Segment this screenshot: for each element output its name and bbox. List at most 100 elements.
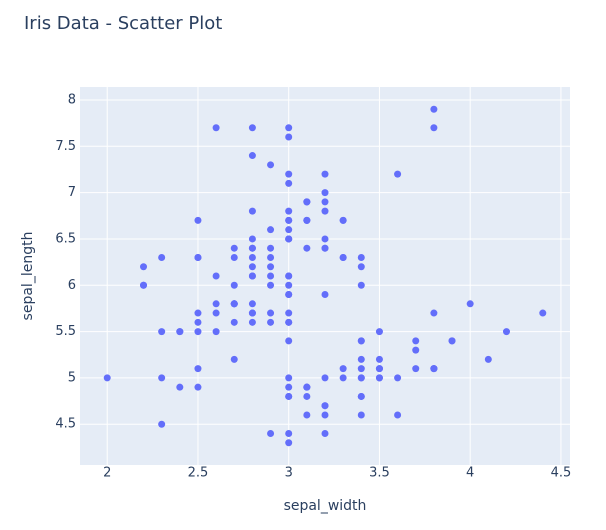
point xyxy=(321,402,329,410)
point xyxy=(285,226,293,234)
point xyxy=(212,328,220,336)
point xyxy=(285,216,293,224)
point xyxy=(357,263,365,271)
point xyxy=(230,244,238,252)
point xyxy=(194,309,202,317)
point xyxy=(267,309,275,317)
point xyxy=(212,124,220,132)
y-tick-label: 7 xyxy=(68,185,76,200)
point xyxy=(267,226,275,234)
point xyxy=(285,439,293,447)
point xyxy=(357,281,365,289)
point xyxy=(375,374,383,382)
point xyxy=(357,365,365,373)
x-axis-title: sepal_width xyxy=(284,498,367,514)
x-tick-label: 3 xyxy=(285,466,293,481)
point xyxy=(158,328,166,336)
point xyxy=(248,235,256,243)
point xyxy=(321,291,329,299)
point xyxy=(248,318,256,326)
point xyxy=(357,374,365,382)
point xyxy=(158,420,166,428)
point xyxy=(412,337,420,345)
point xyxy=(339,216,347,224)
point xyxy=(394,374,402,382)
y-tick-label: 6.5 xyxy=(55,231,76,246)
point xyxy=(248,309,256,317)
point xyxy=(394,411,402,419)
point xyxy=(248,244,256,252)
point xyxy=(267,263,275,271)
point xyxy=(430,124,438,132)
point xyxy=(285,281,293,289)
point xyxy=(248,263,256,271)
point xyxy=(430,365,438,373)
point xyxy=(158,374,166,382)
y-tick-label: 6 xyxy=(68,278,76,293)
point xyxy=(285,124,293,132)
point xyxy=(212,272,220,280)
point xyxy=(321,430,329,437)
point xyxy=(267,430,275,437)
point xyxy=(303,392,311,400)
point xyxy=(212,300,220,308)
y-tick-label: 5.5 xyxy=(55,324,76,339)
point xyxy=(357,337,365,345)
point xyxy=(303,383,311,391)
point xyxy=(194,318,202,326)
point xyxy=(176,328,184,336)
point xyxy=(267,161,275,169)
point xyxy=(357,355,365,363)
point xyxy=(321,207,329,215)
point xyxy=(357,392,365,400)
point xyxy=(484,355,492,363)
point xyxy=(267,281,275,289)
point xyxy=(375,355,383,363)
point xyxy=(375,328,383,336)
point xyxy=(267,244,275,252)
point xyxy=(539,309,547,317)
point xyxy=(321,244,329,252)
point xyxy=(285,430,293,437)
point xyxy=(412,346,420,354)
point xyxy=(285,207,293,215)
point xyxy=(248,124,256,132)
point xyxy=(230,253,238,261)
chart-title: Iris Data - Scatter Plot xyxy=(24,13,222,34)
point xyxy=(194,216,202,224)
point xyxy=(357,253,365,261)
point xyxy=(230,300,238,308)
y-tick-label: 7.5 xyxy=(55,139,76,154)
point xyxy=(285,133,293,141)
point xyxy=(303,198,311,206)
point xyxy=(248,272,256,280)
point xyxy=(248,207,256,215)
point xyxy=(285,318,293,326)
point xyxy=(357,411,365,419)
point xyxy=(285,383,293,391)
point xyxy=(140,281,148,289)
point xyxy=(248,300,256,308)
point xyxy=(321,411,329,419)
point xyxy=(321,198,329,206)
point xyxy=(194,328,202,336)
point xyxy=(230,281,238,289)
point xyxy=(303,216,311,224)
point xyxy=(176,383,184,391)
point xyxy=(394,170,402,178)
y-tick-label: 5 xyxy=(68,370,76,385)
point xyxy=(285,374,293,382)
point xyxy=(285,170,293,178)
point xyxy=(140,263,148,271)
point xyxy=(285,337,293,345)
x-tick-label: 2 xyxy=(103,466,111,481)
point xyxy=(339,365,347,373)
point xyxy=(194,383,202,391)
point xyxy=(285,272,293,280)
point xyxy=(321,235,329,243)
point xyxy=(212,309,220,317)
x-tick-label: 4 xyxy=(466,466,474,481)
point xyxy=(303,244,311,252)
point xyxy=(194,365,202,373)
